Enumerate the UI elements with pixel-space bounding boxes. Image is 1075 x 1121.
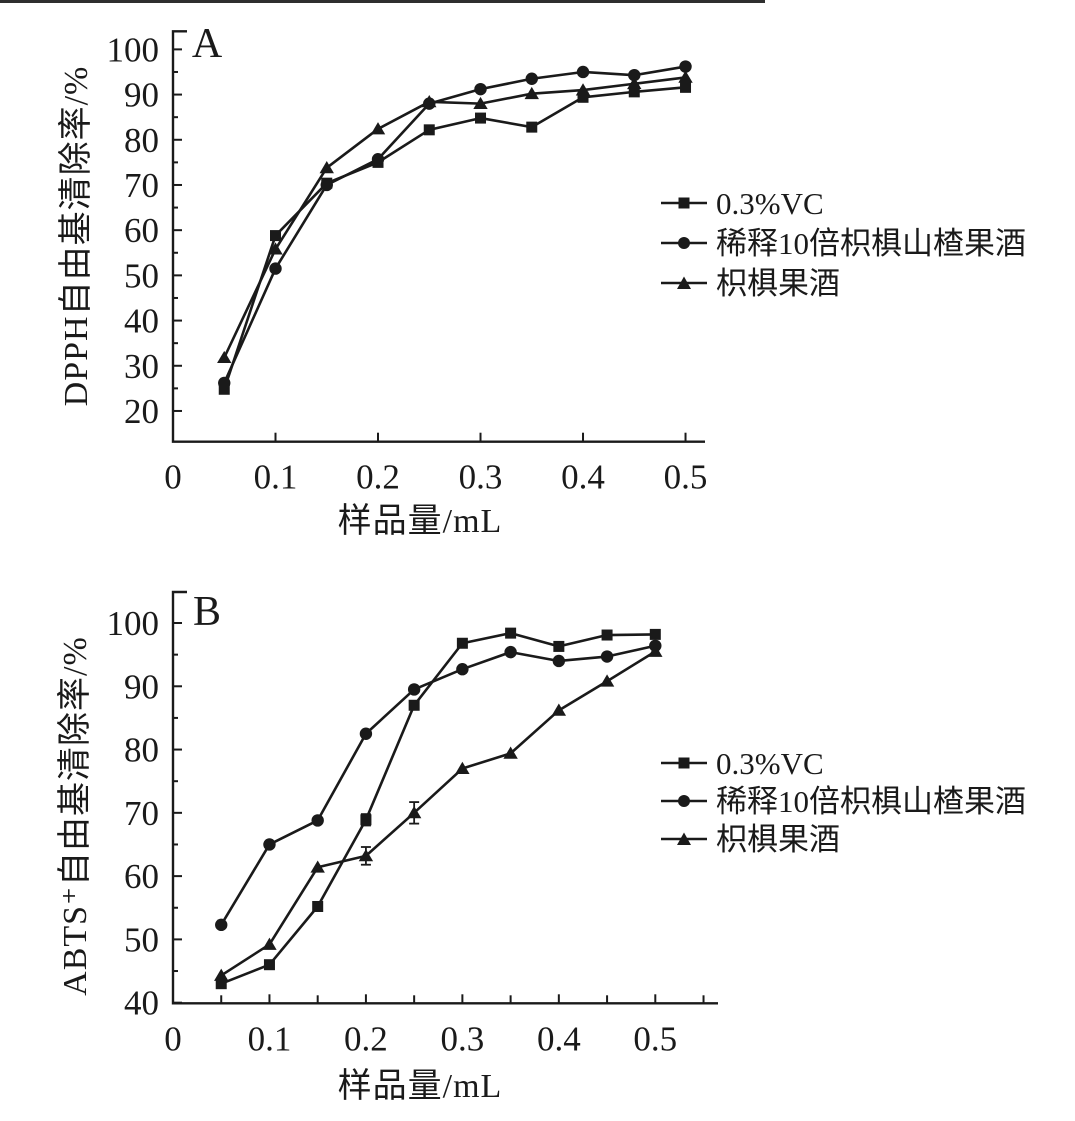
- svg-text:100: 100: [107, 604, 160, 643]
- legend-entry-vc: 0.3%VC: [661, 183, 1026, 223]
- panel-b-label: B: [192, 589, 222, 635]
- svg-text:90: 90: [124, 76, 159, 115]
- svg-text:70: 70: [124, 794, 159, 833]
- scan-edge-artifact: [0, 0, 765, 3]
- legend-entry-wine: 枳椇果酒: [661, 820, 1026, 858]
- series-circle: [218, 60, 692, 390]
- legend-square-marker-icon: [661, 757, 707, 769]
- legend-entry-vc: 0.3%VC: [661, 744, 1026, 782]
- series-circle: [215, 639, 662, 932]
- svg-text:50: 50: [124, 256, 159, 295]
- svg-text:0.2: 0.2: [356, 458, 400, 497]
- panel-a-label: A: [191, 21, 223, 67]
- legend-label: 枳椇果酒: [716, 821, 840, 857]
- svg-text:70: 70: [124, 166, 159, 205]
- svg-text:0.3: 0.3: [459, 458, 503, 497]
- svg-text:0: 0: [164, 1019, 182, 1058]
- legend-entry-diluted-wine: 稀释10倍枳椇山楂果酒: [661, 782, 1026, 820]
- svg-text:40: 40: [124, 302, 159, 341]
- legend-entry-diluted-wine: 稀释10倍枳椇山楂果酒: [661, 223, 1026, 263]
- svg-text:80: 80: [124, 121, 159, 160]
- svg-text:100: 100: [107, 30, 160, 69]
- series-triangle: [217, 70, 693, 364]
- legend-label: 枳椇果酒: [716, 265, 840, 301]
- panel-a-legend: 0.3%VC 稀释10倍枳椇山楂果酒 枳椇果酒: [661, 183, 1026, 303]
- svg-text:0.4: 0.4: [537, 1019, 581, 1058]
- svg-text:0.3: 0.3: [441, 1019, 485, 1058]
- legend-entry-wine: 枳椇果酒: [661, 263, 1026, 303]
- legend-square-marker-icon: [661, 197, 707, 209]
- legend-circle-marker-icon: [661, 795, 707, 807]
- series-triangle: [214, 644, 663, 981]
- legend-label: 稀释10倍枳椇山楂果酒: [716, 783, 1026, 819]
- legend-label: 0.3%VC: [716, 745, 824, 781]
- svg-text:0.5: 0.5: [664, 458, 708, 497]
- legend-triangle-marker-icon: [661, 832, 707, 845]
- svg-text:80: 80: [124, 731, 159, 770]
- svg-text:90: 90: [124, 667, 159, 706]
- svg-text:0: 0: [164, 458, 182, 497]
- panel-a-x-axis-title: 样品量/mL: [337, 503, 503, 540]
- svg-text:0.4: 0.4: [561, 458, 605, 497]
- svg-text:60: 60: [124, 857, 159, 896]
- svg-text:0.1: 0.1: [254, 458, 298, 497]
- panel-b-x-axis-title: 样品量/mL: [337, 1068, 503, 1105]
- panel-b-legend: 0.3%VC 稀释10倍枳椇山楂果酒 枳椇果酒: [661, 744, 1026, 858]
- legend-circle-marker-icon: [661, 237, 707, 249]
- panel-b-y-axis-title: ABTS⁺自由基清除率/%: [57, 636, 94, 996]
- panel-a-y-axis-title: DPPH自由基清除率/%: [58, 65, 95, 407]
- svg-text:40: 40: [124, 984, 159, 1023]
- legend-triangle-marker-icon: [661, 276, 707, 289]
- series-square: [218, 81, 692, 395]
- series-square: [215, 627, 661, 990]
- svg-text:0.1: 0.1: [248, 1019, 292, 1058]
- svg-text:0.2: 0.2: [344, 1019, 388, 1058]
- legend-label: 0.3%VC: [716, 185, 824, 221]
- legend-label: 稀释10倍枳椇山楂果酒: [716, 225, 1026, 261]
- svg-text:20: 20: [124, 392, 159, 431]
- svg-text:50: 50: [124, 920, 159, 959]
- svg-text:0.5: 0.5: [633, 1019, 677, 1058]
- panel-a-plot: 20 30 40 50 60 70 80 90 100 0 0.1 0.2 0.3 0.4 0.5: [107, 30, 708, 497]
- panel-b-plot: 40 50 60 70 80 90 100 0 0.1 0.2 0.3 0.4 0.5: [107, 590, 718, 1058]
- svg-text:30: 30: [124, 347, 159, 386]
- svg-text:60: 60: [124, 211, 159, 250]
